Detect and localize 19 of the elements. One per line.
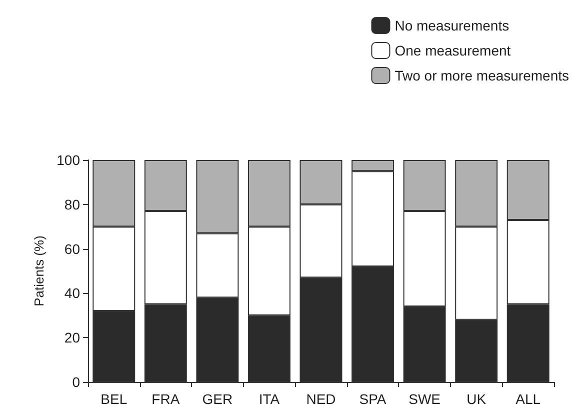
x-tick-label: UK bbox=[466, 391, 487, 407]
legend-label: No measurements bbox=[394, 18, 510, 34]
y-tick-label: 100 bbox=[56, 152, 80, 168]
y-axis-title: Patients (%) bbox=[32, 236, 47, 306]
y-tick-label: 40 bbox=[64, 285, 80, 302]
y-tick-label: 20 bbox=[64, 330, 80, 346]
x-tick-label: ALL bbox=[516, 391, 541, 407]
y-tick-label: 0 bbox=[72, 374, 80, 390]
x-tick-label: GER bbox=[202, 391, 233, 407]
y-tick-label: 80 bbox=[64, 196, 80, 212]
x-tick-label: SPA bbox=[359, 391, 387, 407]
x-tick-label: NED bbox=[306, 391, 336, 407]
x-tick-label: SWE bbox=[408, 391, 440, 407]
x-tick-label: BEL bbox=[100, 391, 128, 407]
x-tick-label: FRA bbox=[152, 391, 180, 407]
legend-label: Two or more measurements bbox=[394, 68, 570, 84]
y-tick-label: 60 bbox=[64, 240, 80, 257]
x-tick-label: ITA bbox=[258, 391, 280, 407]
legend-label: One measurement bbox=[394, 42, 511, 58]
